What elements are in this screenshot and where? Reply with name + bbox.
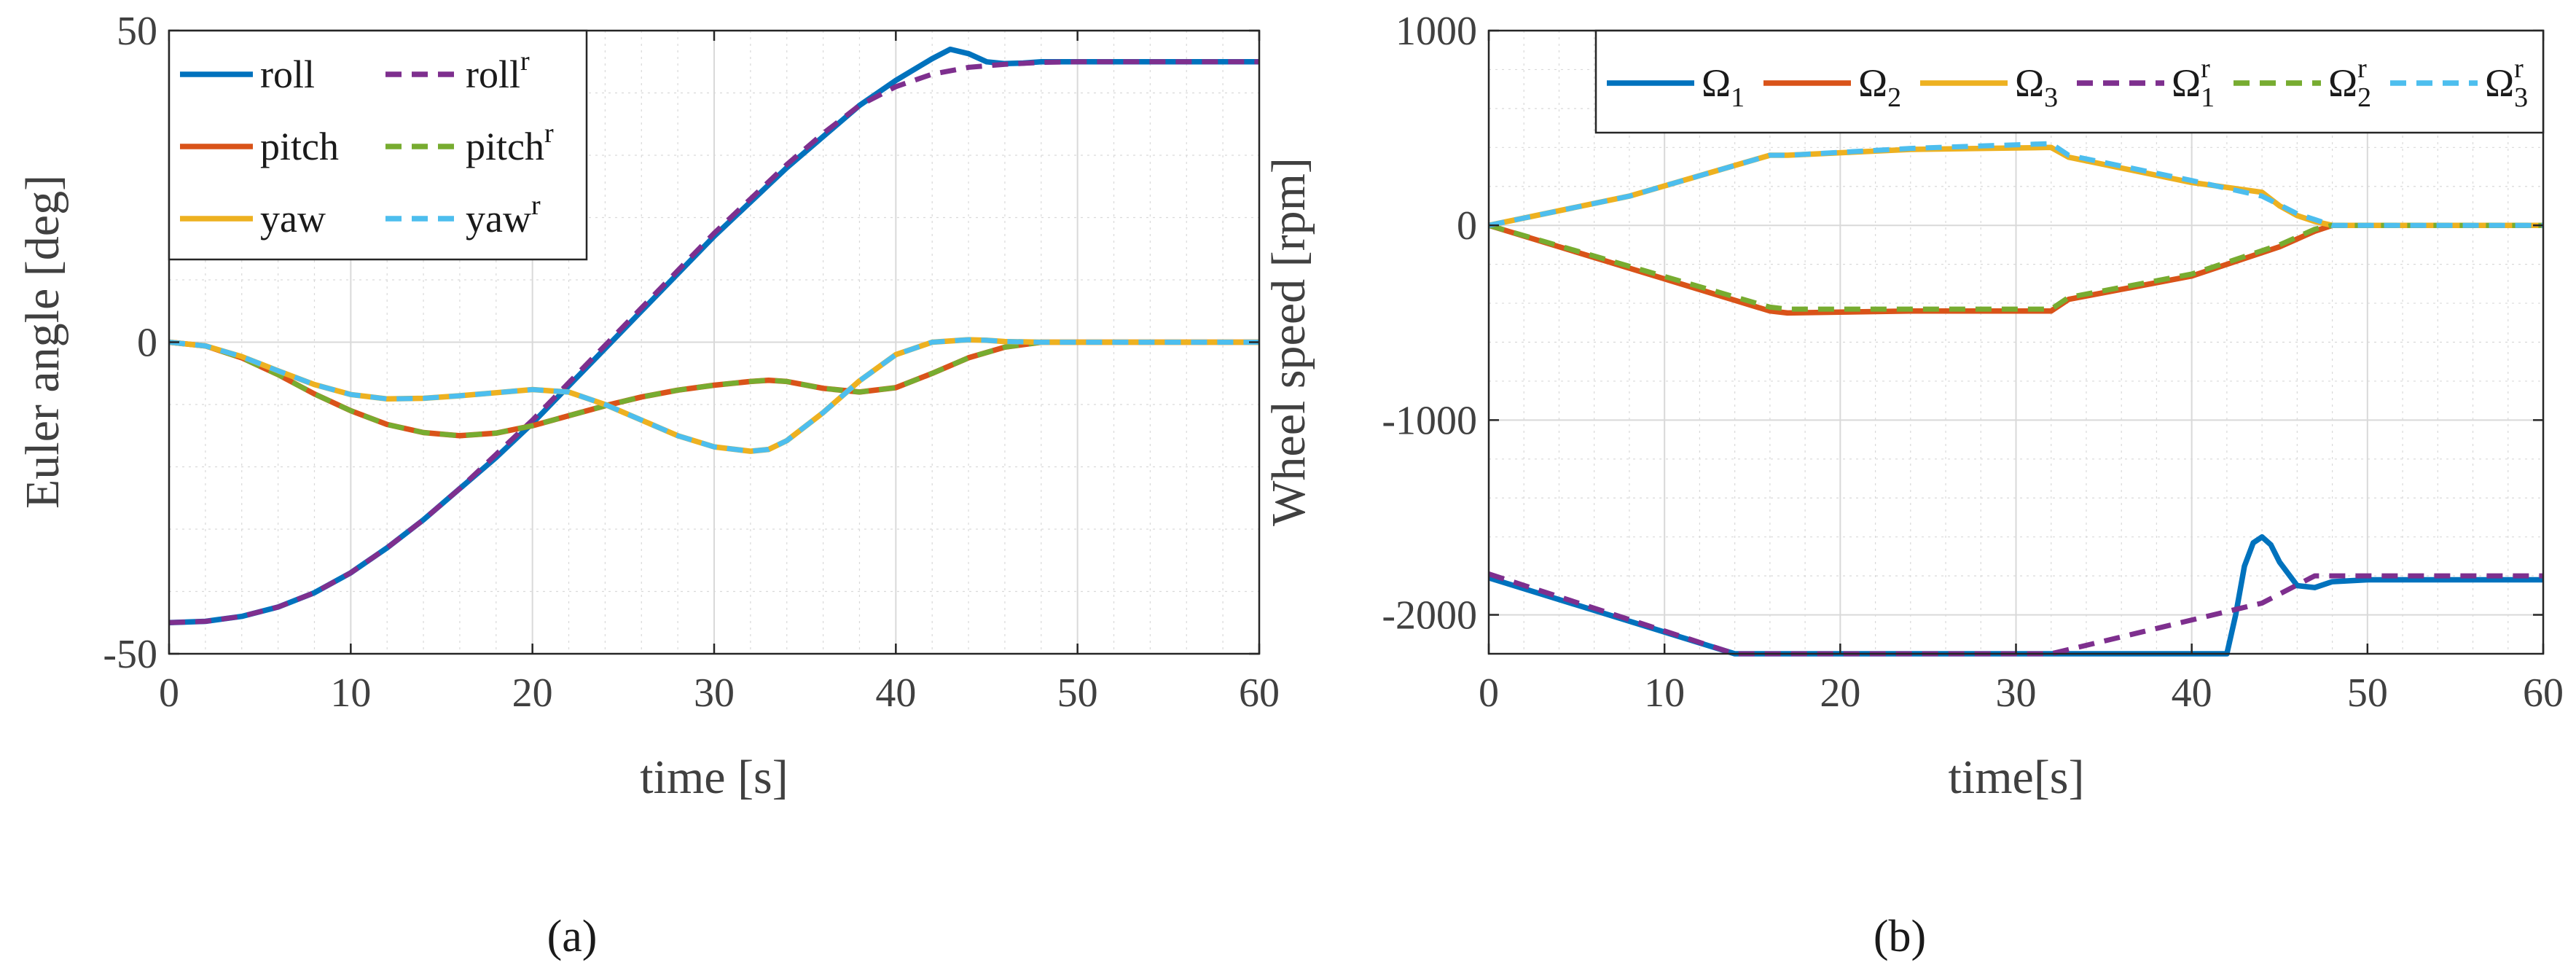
panel-b-y-axis-label: Wheel speed [rpm] bbox=[1262, 157, 1315, 526]
panel-b-legend-box bbox=[1594, 29, 2545, 134]
panel-b-x-tick-label: 30 bbox=[1996, 671, 2037, 716]
panel-a-series-line-roll-r bbox=[168, 59, 1259, 625]
panel-b-x-tick-label: 60 bbox=[2523, 671, 2564, 716]
panel-b-x-tick-label: 40 bbox=[2172, 671, 2212, 716]
panel-a-series-line-yaw-r bbox=[168, 337, 1259, 454]
panel-a-legend-label-yaw-r: yawr bbox=[466, 190, 541, 241]
panel-a-legend-label-yaw: yaw bbox=[260, 197, 326, 241]
panel-a-x-tick-label: 0 bbox=[159, 671, 179, 716]
panel-b-legend-label-1-r: Ω1r bbox=[2172, 53, 2215, 113]
panel-b-series-line-1 bbox=[1487, 534, 2543, 657]
panel-b-legend-label-2-r: Ω2r bbox=[2328, 53, 2371, 113]
panel-b-x-tick-label: 20 bbox=[1820, 671, 1860, 716]
panel-a-x-tick-label: 60 bbox=[1239, 671, 1280, 716]
panel-a-series-lines bbox=[168, 46, 1259, 626]
panel-b-ticks: 0 10 20 30 40 50 60 -2000 -1000 0 1000 bbox=[1382, 9, 2564, 716]
panel-a-series-line-pitch-r bbox=[168, 340, 1259, 439]
panel-b-series-line-3-r bbox=[1488, 141, 2543, 228]
panel-a-x-tick-label: 50 bbox=[1057, 671, 1098, 716]
panel-b-legend: Ω1 Ω2 Ω3 Ω1r Ω2r Ω3r bbox=[1594, 29, 2545, 134]
panel-a-x-tick-label: 20 bbox=[512, 671, 553, 716]
panel-b-legend-label-3-r: Ω3r bbox=[2485, 53, 2528, 113]
panel-b-x-tick-label: 0 bbox=[1479, 671, 1499, 716]
panel-a-y-tick-label: -50 bbox=[103, 632, 157, 677]
panel-a-caption-label: (a) bbox=[547, 912, 598, 961]
panel-b-y-tick-label: -1000 bbox=[1382, 398, 1477, 443]
panel-a-legend-label-roll-r: rollr bbox=[466, 46, 530, 96]
panel-b-y-tick-label: 1000 bbox=[1395, 9, 1477, 54]
panel-a-x-tick-label: 30 bbox=[694, 671, 735, 716]
panel-a-legend: roll rollr pitch pitchr yaw yawr bbox=[168, 29, 588, 261]
panel-a-legend-label-roll: roll bbox=[260, 52, 315, 96]
panel-a-y-axis-label: Euler angle [deg] bbox=[16, 175, 69, 509]
panel-b-series-line-1-r bbox=[1487, 571, 2543, 657]
panel-a-legend-label-pitch: pitch bbox=[260, 125, 339, 168]
panel-a-y-tick-label: 0 bbox=[137, 321, 157, 366]
panel-a-x-tick-label: 40 bbox=[875, 671, 916, 716]
panel-a-x-axis-label: time [s] bbox=[640, 751, 788, 804]
panel-b-x-axis-label: time[s] bbox=[1949, 751, 2085, 804]
panel-b-y-tick-label: 0 bbox=[1457, 203, 1477, 249]
panel-b-y-tick-label: -2000 bbox=[1382, 593, 1477, 638]
panel-b-series-lines bbox=[1487, 141, 2543, 657]
panel-b-legend-label-1: Ω1 bbox=[1702, 61, 1745, 113]
panel-b-caption-label: (b) bbox=[1874, 912, 1926, 961]
panel-a-legend-label-pitch-r: pitchr bbox=[466, 118, 554, 168]
panel-b-legend-label-3: Ω3 bbox=[2015, 61, 2058, 113]
panel-b-wheel-speed-chart: 0 10 20 30 40 50 60 -2000 -1000 0 1000 Ω1 Ω2 Ω3 Ω1r Ω2… bbox=[1262, 9, 2564, 961]
panel-a-y-tick-label: 50 bbox=[117, 9, 157, 54]
panel-b-x-tick-label: 50 bbox=[2347, 671, 2388, 716]
panel-b-legend-label-2: Ω2 bbox=[1858, 61, 1901, 113]
panel-a-x-tick-label: 10 bbox=[330, 671, 371, 716]
panel-b-x-tick-label: 10 bbox=[1644, 671, 1685, 716]
